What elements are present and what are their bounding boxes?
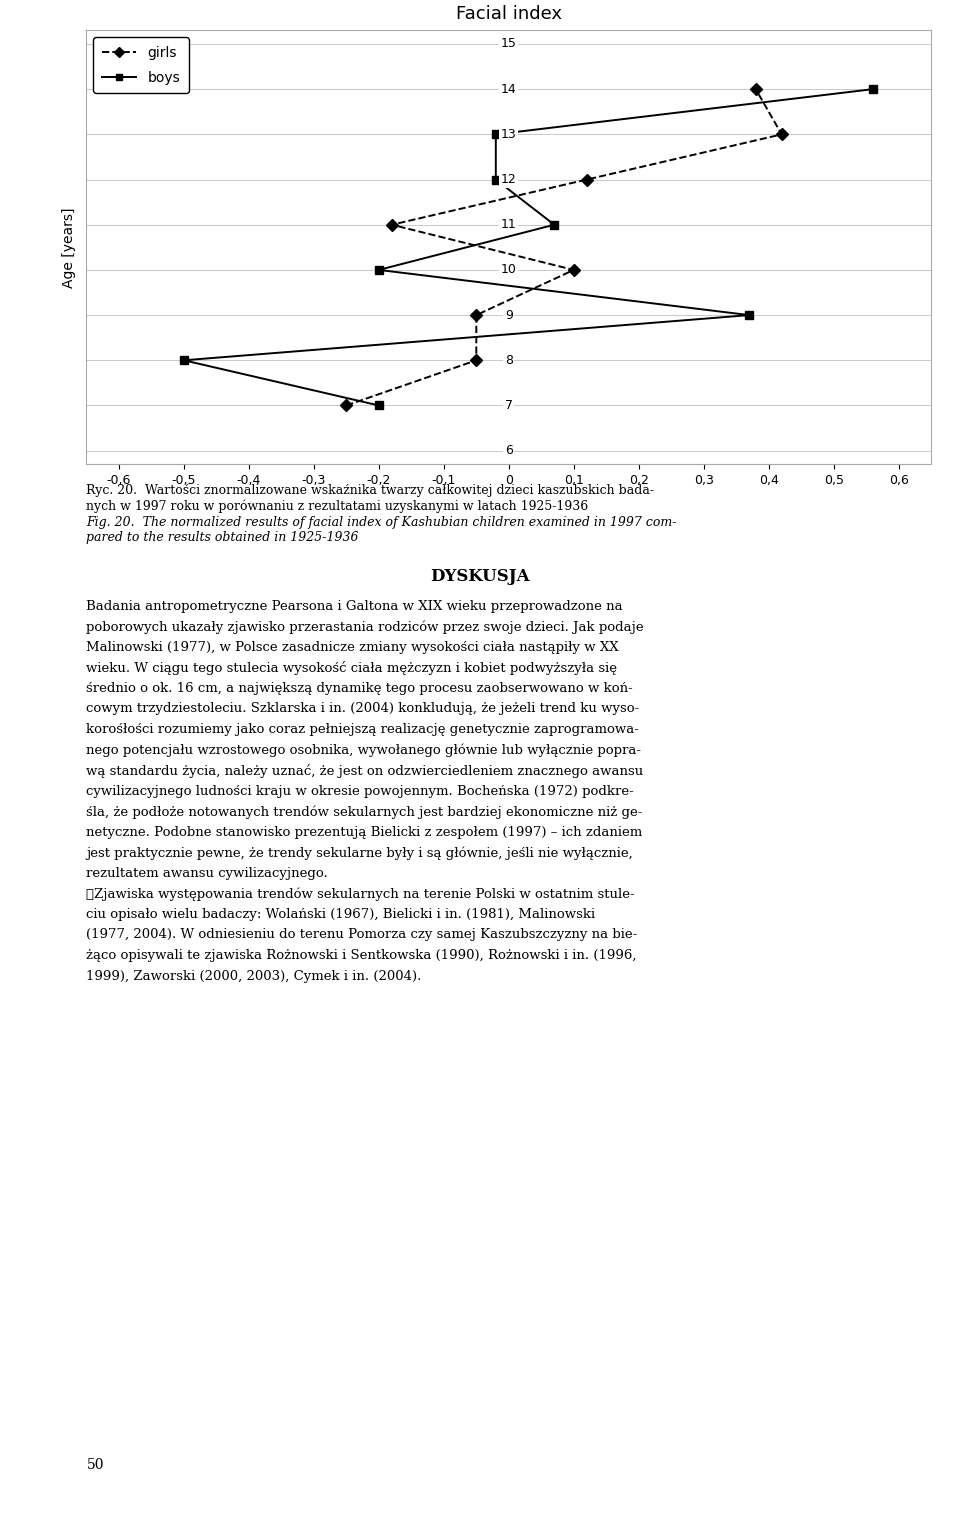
Text: korośłości rozumiemy jako coraz pełniejszą realizację genetycznie zaprogramowa-: korośłości rozumiemy jako coraz pełniejs… (86, 723, 639, 737)
Text: wieku. W ciągu tego stulecia wysokość ciała mężczyzn i kobiet podwyższyła się: wieku. W ciągu tego stulecia wysokość ci… (86, 661, 617, 676)
Y-axis label: Age [years]: Age [years] (62, 207, 76, 288)
Text: cywilizacyjnego ludności kraju w okresie powojennym. Bocheńska (1972) podkre-: cywilizacyjnego ludności kraju w okresie… (86, 785, 635, 798)
Text: Ryc. 20.  Wartości znormalizowane wskaźnika twarzy całkowitej dzieci kaszubskich: Ryc. 20. Wartości znormalizowane wskaźni… (86, 484, 655, 498)
Text: pared to the results obtained in 1925-1936: pared to the results obtained in 1925-19… (86, 531, 359, 545)
Text: nego potencjału wzrostowego osobnika, wywołanego głównie lub wyłącznie popra-: nego potencjału wzrostowego osobnika, wy… (86, 744, 641, 756)
Text: Malinowski (1977), w Polsce zasadnicze zmiany wysokości ciała nastąpiły w XX: Malinowski (1977), w Polsce zasadnicze z… (86, 641, 619, 654)
Text: żąco opisywali te zjawiska Rożnowski i Sentkowska (1990), Rożnowski i in. (1996,: żąco opisywali te zjawiska Rożnowski i S… (86, 950, 636, 962)
Text: 15: 15 (501, 38, 516, 50)
Text: 6: 6 (505, 444, 513, 457)
Text: (1977, 2004). W odniesieniu do terenu Pomorza czy samej Kaszubszczyzny na bie-: (1977, 2004). W odniesieniu do terenu Po… (86, 928, 637, 942)
Text: 50: 50 (86, 1458, 104, 1472)
Text: poborowych ukazały zjawisko przerastania rodziców przez swoje dzieci. Jak podaje: poborowych ukazały zjawisko przerastania… (86, 621, 644, 633)
Text: ciu opisało wielu badaczy: Wolański (1967), Bielicki i in. (1981), Malinowski: ciu opisało wielu badaczy: Wolański (196… (86, 907, 595, 921)
Text: śla, że podłoże notowanych trendów sekularnych jest bardziej ekonomiczne niż ge-: śla, że podłoże notowanych trendów sekul… (86, 805, 643, 819)
Text: Zjawiska występowania trendów sekularnych na terenie Polski w ostatnim stule-: Zjawiska występowania trendów sekularnyc… (86, 887, 635, 901)
Text: 12: 12 (501, 174, 516, 186)
Text: 11: 11 (501, 218, 516, 231)
Legend: girls, boys: girls, boys (93, 38, 188, 93)
Text: 7: 7 (505, 399, 513, 412)
Text: nych w 1997 roku w porównaniu z rezultatami uzyskanymi w latach 1925-1936: nych w 1997 roku w porównaniu z rezultat… (86, 499, 588, 513)
Text: cowym trzydziestoleciu. Szklarska i in. (2004) konkludują, że jeżeli trend ku wy: cowym trzydziestoleciu. Szklarska i in. … (86, 703, 639, 715)
Text: średnio o ok. 16 cm, a największą dynamikę tego procesu zaobserwowano w koń-: średnio o ok. 16 cm, a największą dynami… (86, 682, 634, 696)
Title: Facial index: Facial index (456, 6, 562, 23)
Text: DYSKUSJA: DYSKUSJA (430, 568, 530, 584)
Text: 9: 9 (505, 309, 513, 321)
Text: netyczne. Podobne stanowisko prezentują Bielicki z zespołem (1997) – ich zdaniem: netyczne. Podobne stanowisko prezentują … (86, 825, 642, 839)
Text: 13: 13 (501, 128, 516, 142)
Text: Badania antropometryczne Pearsona i Galtona w XIX wieku przeprowadzone na: Badania antropometryczne Pearsona i Galt… (86, 600, 623, 613)
Text: 14: 14 (501, 82, 516, 96)
Text: jest praktycznie pewne, że trendy sekularne były i są głównie, jeśli nie wyłączn: jest praktycznie pewne, że trendy sekula… (86, 846, 634, 860)
Text: Fig. 20.  The normalized results of facial index of Kashubian children examined : Fig. 20. The normalized results of facia… (86, 516, 677, 530)
Text: 1999), Zaworski (2000, 2003), Cymek i in. (2004).: 1999), Zaworski (2000, 2003), Cymek i in… (86, 970, 421, 983)
Text: wą standardu życia, należy uznać, że jest on odzwierciedleniem znacznego awansu: wą standardu życia, należy uznać, że jes… (86, 764, 643, 778)
Text: 8: 8 (505, 353, 513, 367)
Text: 10: 10 (501, 263, 516, 277)
Text: rezultatem awansu cywilizacyjnego.: rezultatem awansu cywilizacyjnego. (86, 868, 328, 880)
